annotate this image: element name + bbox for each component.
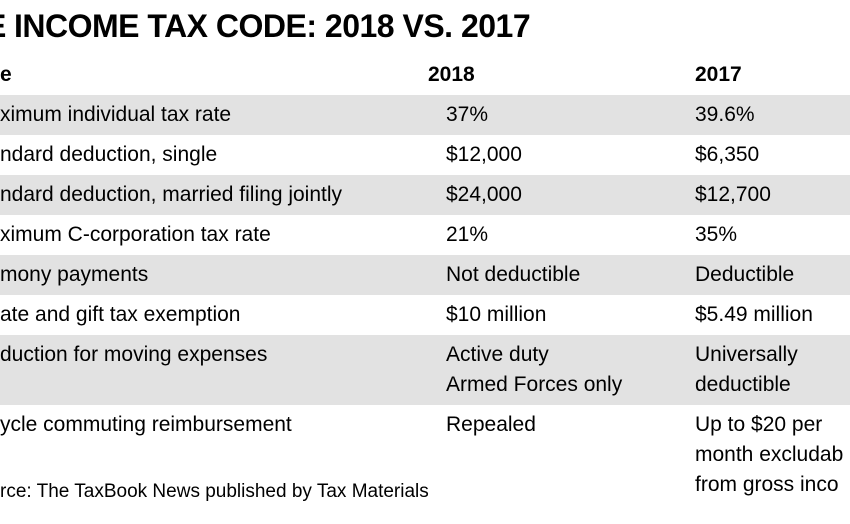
value-2017: $5.49 million	[695, 303, 813, 326]
value-2017: Deductible	[695, 263, 795, 286]
value-2018: Not deductible	[446, 263, 581, 286]
value-2017: $6,350	[695, 143, 760, 166]
table-header-row: e 2018 2017	[0, 55, 850, 95]
value-2017: Up to $20 per month excludab from gross …	[695, 413, 844, 496]
table-row: ndard deduction, single $12,000 $6,350	[0, 135, 850, 175]
value-2018: $24,000	[446, 183, 522, 206]
table-row: mony payments Not deductible Deductible	[0, 255, 850, 295]
table-row: ndard deduction, married filing jointly …	[0, 175, 850, 215]
column-header-2018: 2018	[428, 63, 475, 86]
row-label: duction for moving expenses	[0, 343, 268, 366]
page-title-text: INCOME TAX CODE: 2018 VS. 2017	[14, 8, 531, 44]
value-2018: Active duty Armed Forces only	[446, 343, 623, 396]
row-label: ximum individual tax rate	[0, 103, 232, 126]
value-2018: $10 million	[446, 303, 547, 326]
value-2018: Repealed	[446, 413, 536, 436]
table-row: ate and gift tax exemption $10 million $…	[0, 295, 850, 335]
value-2018: 21%	[446, 223, 489, 246]
value-2018: 37%	[446, 103, 489, 126]
row-label: ndard deduction, married filing jointly	[0, 183, 343, 206]
row-label: ximum C-corporation tax rate	[0, 223, 271, 246]
column-header-issue: e	[0, 63, 12, 86]
value-2017: 39.6%	[695, 103, 755, 126]
table-row: ycle commuting reimbursement Repealed Up…	[0, 405, 850, 505]
source-note: rce: The TaxBook News published by Tax M…	[0, 481, 429, 502]
table-row: ximum individual tax rate 37% 39.6%	[0, 95, 850, 135]
row-label: ycle commuting reimbursement	[0, 413, 292, 436]
table-body: ximum individual tax rate 37% 39.6% ndar…	[0, 95, 850, 505]
value-2017: 35%	[695, 223, 738, 246]
page-title: E INCOME TAX CODE: 2018 VS. 2017	[0, 0, 850, 45]
table-row: duction for moving expenses Active duty …	[0, 335, 850, 405]
value-2017: Universally deductible	[695, 343, 798, 396]
row-label: ndard deduction, single	[0, 143, 218, 166]
row-label: ate and gift tax exemption	[0, 303, 241, 326]
value-2018: $12,000	[446, 143, 522, 166]
comparison-table: e 2018 2017 ximum individual tax rate 37…	[0, 55, 850, 505]
clipped-letter-fragment: E	[0, 7, 8, 45]
row-label: mony payments	[0, 263, 149, 286]
value-2017: $12,700	[695, 183, 771, 206]
column-header-2017: 2017	[695, 63, 742, 86]
table-row: ximum C-corporation tax rate 21% 35%	[0, 215, 850, 255]
